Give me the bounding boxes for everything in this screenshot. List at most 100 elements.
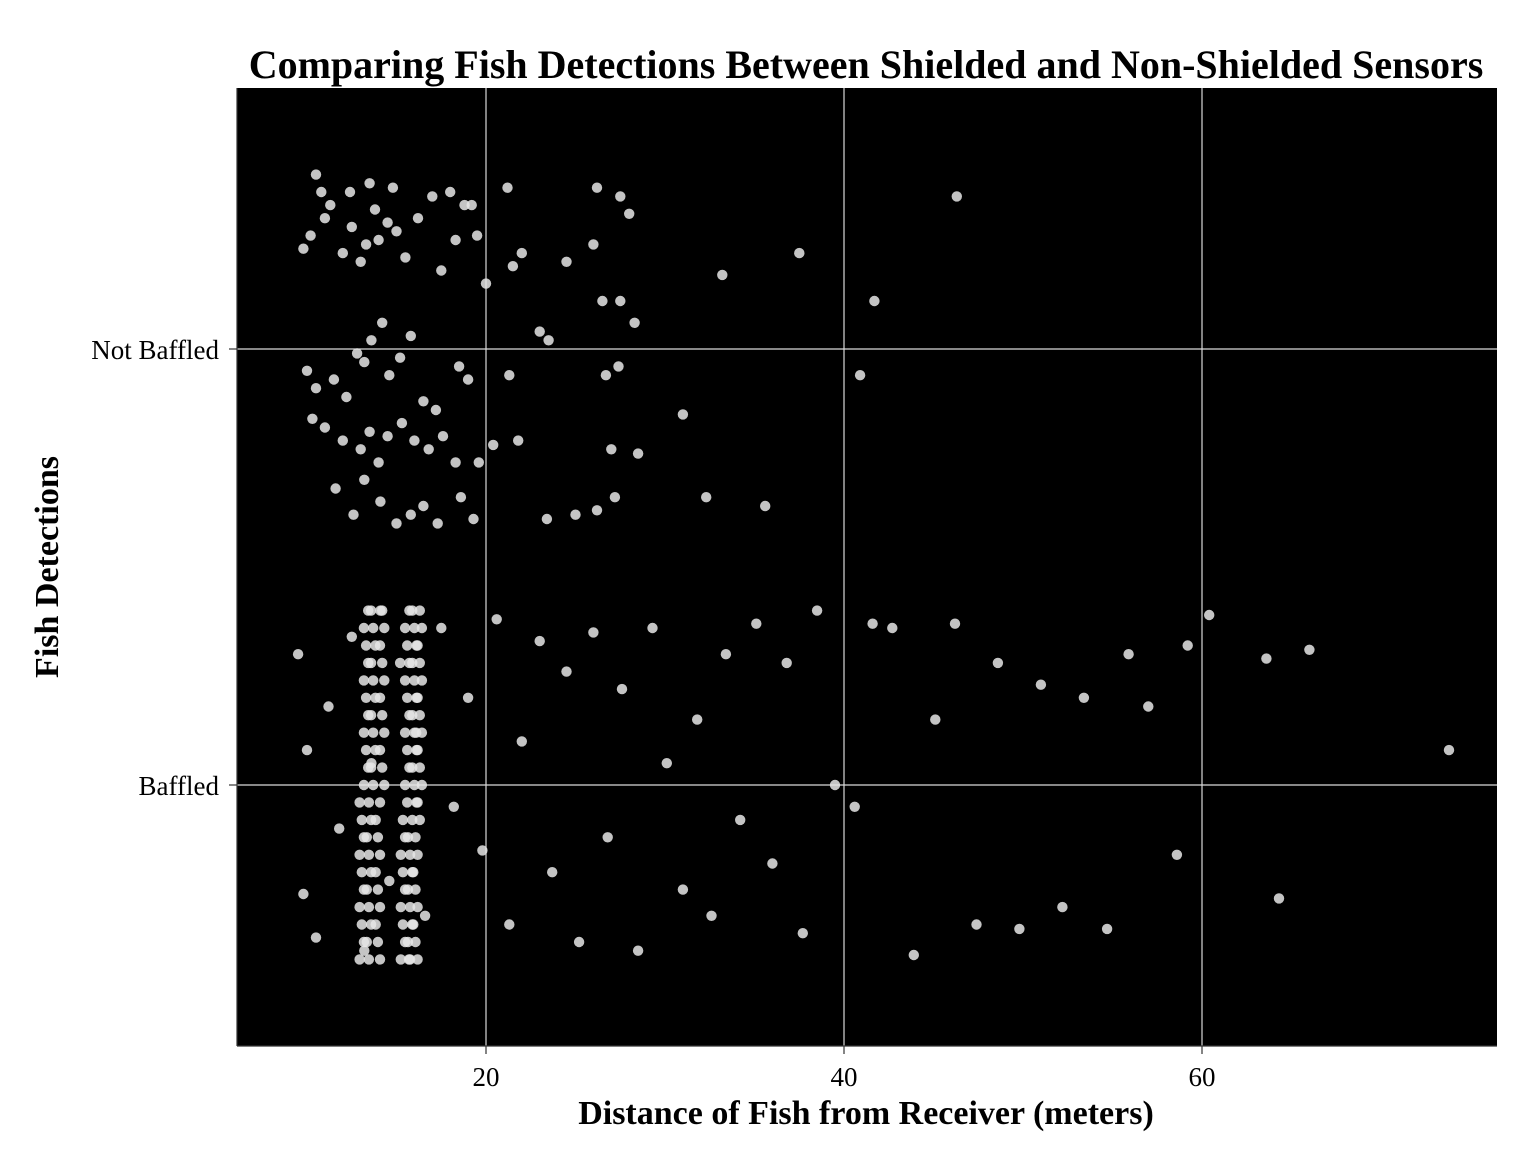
data-point bbox=[811, 605, 823, 616]
data-point bbox=[399, 727, 411, 738]
data-point bbox=[397, 814, 409, 826]
data-point bbox=[781, 657, 792, 669]
data-point bbox=[365, 762, 377, 773]
data-point bbox=[319, 213, 331, 224]
x-axis-title: Distance of Fish from Receiver (meters) bbox=[578, 1095, 1154, 1132]
data-point bbox=[409, 435, 420, 446]
data-point bbox=[402, 640, 413, 651]
data-point bbox=[395, 954, 406, 965]
data-point bbox=[372, 832, 384, 843]
data-point bbox=[408, 867, 419, 878]
data-point bbox=[368, 779, 379, 791]
data-point bbox=[887, 622, 898, 634]
data-point bbox=[453, 361, 465, 372]
data-point bbox=[402, 832, 414, 843]
data-point bbox=[908, 949, 919, 961]
data-point bbox=[354, 797, 365, 808]
data-point bbox=[363, 797, 375, 808]
data-point bbox=[423, 444, 434, 455]
data-point bbox=[1204, 609, 1215, 621]
data-point bbox=[412, 849, 423, 860]
data-point bbox=[432, 518, 443, 529]
data-point bbox=[354, 849, 365, 860]
data-point bbox=[334, 823, 345, 834]
data-point bbox=[359, 356, 370, 368]
data-point bbox=[399, 779, 411, 791]
data-point bbox=[480, 278, 492, 289]
data-point bbox=[491, 614, 502, 625]
data-point bbox=[379, 675, 390, 686]
data-point bbox=[602, 832, 613, 843]
plot-panel bbox=[237, 88, 1497, 1046]
grid bbox=[237, 88, 1497, 1046]
x-tick-label: 60 bbox=[1189, 1062, 1216, 1092]
data-point bbox=[405, 330, 416, 342]
data-point bbox=[344, 186, 356, 198]
data-point bbox=[468, 513, 479, 525]
data-point bbox=[409, 622, 420, 634]
data-point bbox=[412, 213, 424, 224]
chart-title: Comparing Fish Detections Between Shield… bbox=[249, 42, 1484, 87]
data-point bbox=[379, 727, 390, 738]
data-point bbox=[365, 710, 377, 721]
data-point bbox=[412, 901, 423, 913]
data-point bbox=[609, 492, 621, 503]
x-tick-label: 20 bbox=[473, 1062, 500, 1092]
data-point bbox=[364, 426, 375, 437]
data-point bbox=[606, 444, 617, 455]
data-point bbox=[361, 936, 372, 948]
data-point bbox=[459, 199, 470, 211]
data-point bbox=[430, 404, 442, 416]
data-point bbox=[402, 744, 413, 756]
data-point bbox=[448, 801, 459, 812]
data-point bbox=[370, 919, 381, 930]
data-point bbox=[382, 217, 393, 228]
data-point bbox=[414, 710, 425, 721]
data-point bbox=[1182, 640, 1193, 651]
data-point bbox=[307, 413, 318, 424]
data-point bbox=[534, 635, 545, 647]
data-point bbox=[797, 928, 808, 939]
data-point bbox=[951, 191, 962, 202]
data-point bbox=[372, 936, 384, 948]
y-axis-ticks: Baffled Not Baffled bbox=[91, 335, 237, 801]
data-point bbox=[647, 622, 658, 634]
data-point bbox=[419, 910, 431, 921]
data-point bbox=[1143, 701, 1154, 712]
data-point bbox=[588, 627, 599, 638]
data-point bbox=[361, 832, 372, 843]
data-point bbox=[316, 186, 327, 198]
data-point bbox=[735, 814, 746, 826]
data-point bbox=[382, 431, 393, 442]
data-point bbox=[591, 182, 603, 193]
data-point bbox=[570, 509, 581, 520]
data-point bbox=[298, 243, 309, 254]
data-point bbox=[407, 657, 418, 669]
data-point bbox=[701, 492, 712, 503]
data-point bbox=[358, 622, 370, 634]
data-point bbox=[543, 335, 554, 346]
data-point bbox=[368, 675, 379, 686]
data-point bbox=[1035, 679, 1047, 690]
data-point bbox=[394, 657, 406, 669]
data-point bbox=[717, 269, 728, 281]
data-point bbox=[829, 779, 841, 791]
data-point bbox=[377, 762, 388, 773]
data-point bbox=[616, 683, 628, 695]
data-point bbox=[391, 518, 402, 529]
data-point bbox=[547, 867, 558, 878]
data-point bbox=[409, 675, 420, 686]
data-point bbox=[436, 265, 447, 276]
data-point bbox=[368, 622, 379, 634]
data-point bbox=[360, 744, 372, 756]
data-point bbox=[374, 901, 386, 913]
data-point bbox=[410, 884, 421, 895]
data-point bbox=[507, 261, 519, 272]
data-point bbox=[591, 505, 603, 516]
data-point bbox=[516, 247, 527, 259]
data-point bbox=[513, 435, 524, 446]
data-point bbox=[849, 801, 860, 812]
data-point bbox=[466, 199, 477, 211]
data-point bbox=[356, 919, 367, 930]
data-point bbox=[794, 247, 805, 259]
